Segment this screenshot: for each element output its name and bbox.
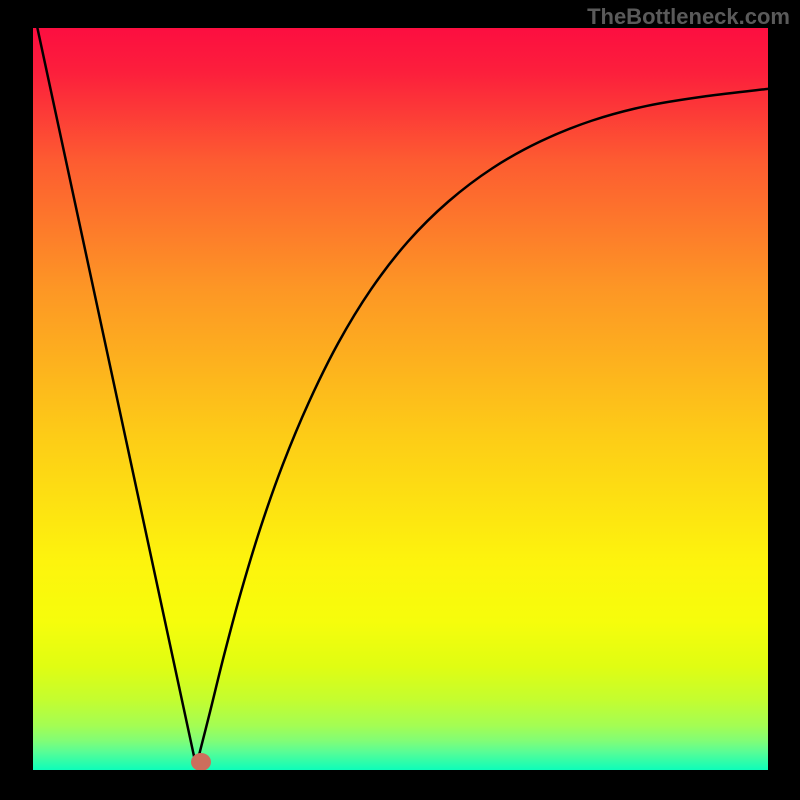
chart-container: TheBottleneck.com xyxy=(0,0,800,800)
bottleneck-curve xyxy=(37,28,768,766)
plot-area xyxy=(33,28,768,770)
watermark-text: TheBottleneck.com xyxy=(587,4,790,30)
curve-layer xyxy=(33,28,768,770)
minimum-marker xyxy=(191,753,211,770)
